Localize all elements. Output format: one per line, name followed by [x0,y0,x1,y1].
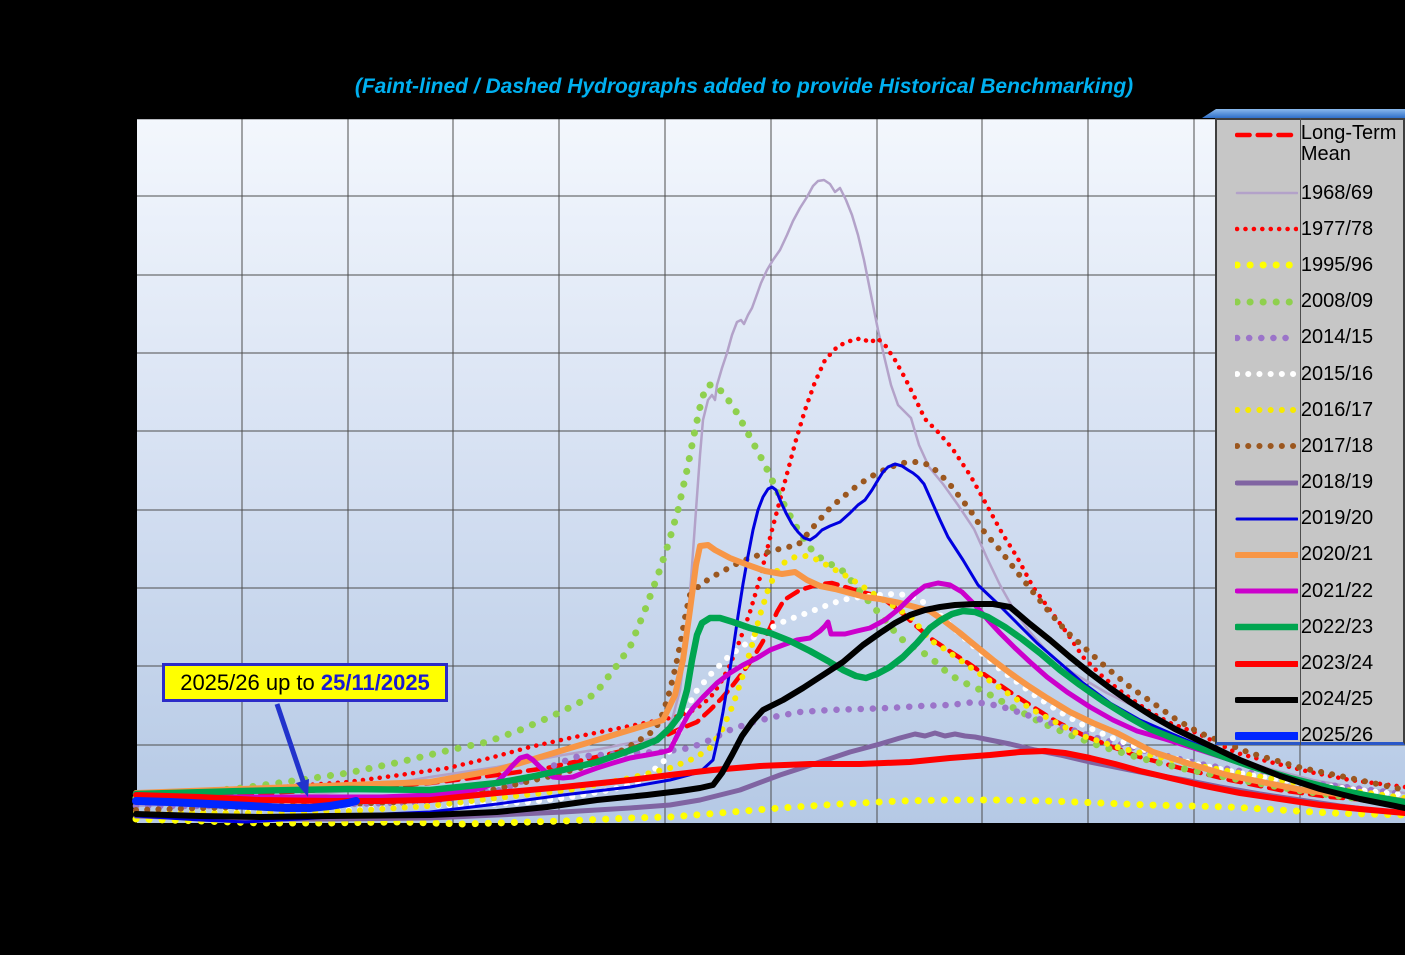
annotation-callout: 2025/26 up to 25/11/2025 [162,663,448,702]
legend-label: 2015/16 [1300,362,1374,385]
legend: Long-Term Mean 1968/69 1977/78 1995/96 2008/… [1215,118,1405,746]
legend-item: 2014/15 [1217,320,1403,356]
legend-label: Long-Term Mean [1300,122,1397,165]
legend-swatch-line [1235,298,1298,306]
legend-item: 2023/24 [1217,645,1403,681]
legend-label: 2020/21 [1300,543,1374,566]
series-2021/22 [133,580,1405,808]
legend-label: 2024/25 [1300,688,1374,711]
legend-label: 1977/78 [1300,217,1374,240]
series-2008/09 [132,381,1405,808]
title-area [0,0,1405,60]
legend-item: 2018/19 [1217,465,1403,501]
series-2025/26 [132,797,360,812]
legend-item: 2025/26 [1217,718,1403,754]
legend-swatch-line [1235,588,1298,594]
legend-gridline-overlay [1300,118,1301,745]
annotation-arrow [274,703,306,782]
legend-swatch-line [1235,731,1298,740]
series-2022/23 [132,607,1405,806]
legend-item: 1995/96 [1217,247,1403,283]
legend-swatch-line [1235,551,1298,558]
legend-item: 2022/23 [1217,609,1403,645]
annotation-text: 2025/26 up to [180,669,321,695]
legend-label: 2022/23 [1300,615,1374,638]
legend-label: 2018/19 [1300,471,1374,494]
legend-item: 1977/78 [1217,211,1403,247]
legend-swatch-line [1235,334,1298,342]
legend-label: 2008/09 [1300,290,1374,313]
legend-label: 2023/24 [1300,652,1374,675]
legend-item: 2008/09 [1217,284,1403,320]
legend-swatch-line [1235,480,1298,486]
legend-label: 2021/22 [1300,579,1374,602]
legend-swatch-line [1235,227,1298,232]
legend-label: 2019/20 [1300,507,1374,530]
legend-label: 1968/69 [1300,181,1374,204]
legend-item: 2021/22 [1217,573,1403,609]
legend-swatch-line [1235,696,1298,703]
annotation-arrowhead [296,779,309,797]
legend-item: 2016/17 [1217,392,1403,428]
legend-swatch-line [1235,371,1298,378]
legend-swatch-line [1235,624,1298,631]
legend-swatch-line [1235,407,1298,414]
series-2024/25 [133,601,1405,820]
legend-item: 2024/25 [1217,682,1403,718]
legend-item: 1968/69 [1217,175,1403,211]
legend-item: 2015/16 [1217,356,1403,392]
chart-subtitle: (Faint-lined / Dashed Hydrographs added … [354,75,1134,98]
annotation-date: 25/11/2025 [320,669,430,695]
legend-item: Long-Term Mean [1217,123,1403,175]
legend-swatch-line [1235,261,1298,269]
series-2020/21 [133,542,1405,804]
legend-swatch-line [1235,132,1298,138]
legend-label: 2025/26 [1300,724,1374,747]
series-2023/24 [133,748,1405,816]
legend-swatch-line [1235,191,1298,195]
legend-swatch-line [1235,443,1298,450]
series-1995/96 [132,796,1405,828]
legend-label: 2017/18 [1300,434,1374,457]
legend-label: 2014/15 [1300,326,1374,349]
series-2019/20 [134,462,1405,824]
legend-item: 2020/21 [1217,537,1403,573]
series-2015/16 [133,591,1405,815]
legend-swatch-line [1235,517,1298,521]
legend-label: 1995/96 [1300,253,1374,276]
legend-item: 2017/18 [1217,428,1403,464]
series-2016/17 [133,553,1405,816]
legend-swatch-line [1235,660,1298,667]
legend-label: 2016/17 [1300,398,1374,421]
legend-item: 2019/20 [1217,501,1403,537]
legend-top-bar [1202,109,1405,118]
